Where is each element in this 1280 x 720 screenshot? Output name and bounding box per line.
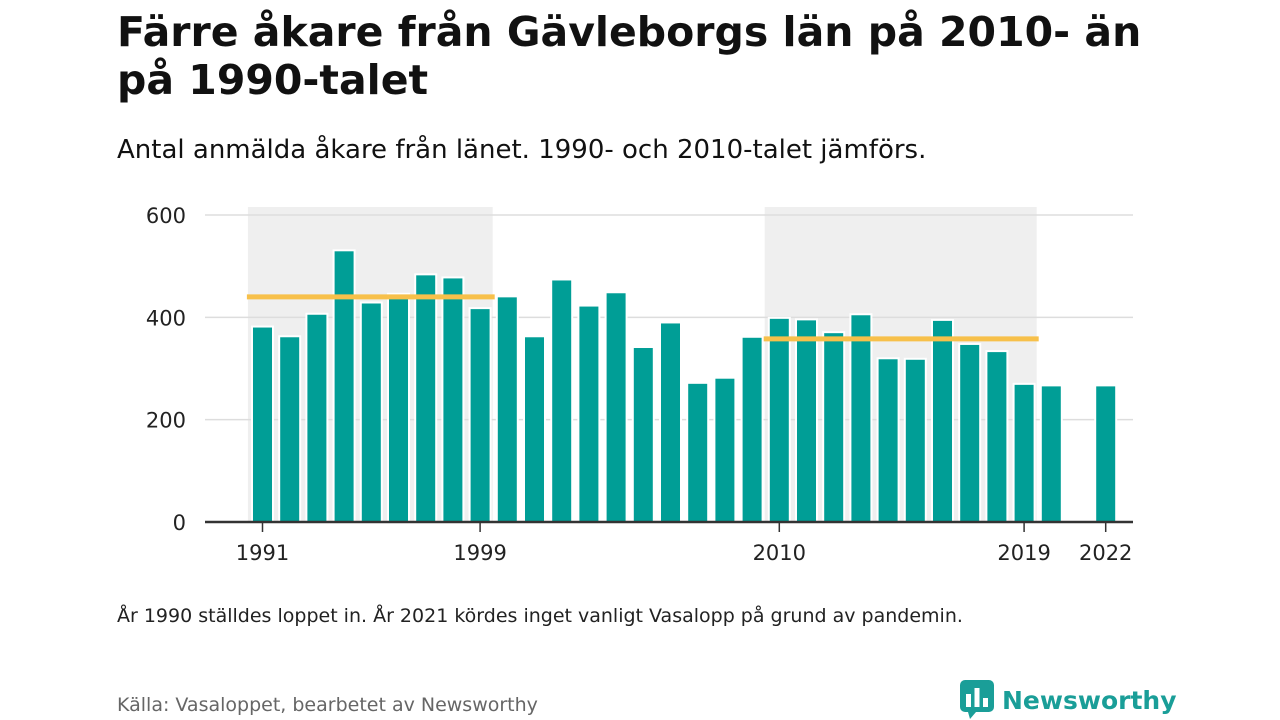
footnote: År 1990 ställdes loppet in. År 2021 körd…	[117, 605, 963, 627]
brand-name: Newsworthy	[1002, 685, 1177, 715]
bar-2007	[686, 381, 710, 523]
bar-chart: 0 200 400 600 1991 1999 2010 2019 2022	[146, 204, 1133, 565]
bar-2019	[1012, 382, 1036, 523]
bars	[251, 249, 1118, 524]
x-tick-label: 1991	[236, 541, 289, 565]
source-text: Källa: Vasaloppet, bearbetet av Newswort…	[117, 694, 538, 716]
bar-2002	[550, 278, 574, 523]
bar-1991	[251, 325, 274, 523]
bar-2004	[604, 291, 628, 523]
bar-2015	[903, 357, 927, 523]
average-lines	[246, 294, 1039, 342]
bar-2022	[1094, 384, 1118, 523]
x-tick-label: 2022	[1079, 541, 1132, 565]
bar-1992	[278, 335, 302, 523]
bar-2003	[577, 304, 601, 523]
chart-title: Färre åkare från Gävleborgs län på 2010-…	[117, 8, 1142, 104]
y-tick-label: 0	[173, 511, 186, 535]
bar-2012	[822, 331, 846, 523]
y-axis: 0 200 400 600	[146, 204, 186, 535]
bar-2014	[876, 357, 900, 523]
x-tick-label: 2010	[753, 541, 806, 565]
chart-subtitle: Antal anmälda åkare från länet. 1990- oc…	[117, 135, 927, 165]
bar-1996	[387, 292, 410, 524]
bar-2005	[631, 346, 655, 523]
bar-1995	[359, 301, 383, 524]
bar-2011	[795, 318, 818, 523]
bar-2006	[659, 321, 682, 523]
x-tick-label: 1999	[453, 541, 506, 565]
bar-1993	[305, 312, 329, 523]
bar-2001	[523, 335, 546, 523]
bar-2000	[495, 295, 519, 524]
bar-2020	[1039, 384, 1063, 523]
bar-1994	[332, 249, 356, 524]
newsworthy-logo-icon	[960, 680, 994, 719]
bar-1998	[441, 276, 465, 523]
bar-1997	[414, 273, 438, 523]
y-tick-label: 400	[146, 306, 186, 330]
bar-2017	[958, 342, 982, 523]
bar-2008	[713, 376, 737, 523]
bar-2016	[931, 318, 954, 523]
y-tick-label: 600	[146, 204, 186, 228]
y-tick-label: 200	[146, 409, 186, 433]
brand-logo[interactable]: Newsworthy	[960, 680, 1177, 720]
bar-2010	[767, 316, 791, 523]
bar-2013	[849, 313, 873, 523]
bar-2009	[740, 335, 764, 523]
x-axis: 1991 1999 2010 2019 2022	[205, 520, 1133, 565]
x-tick-label: 2019	[997, 541, 1050, 565]
bar-2018	[985, 350, 1009, 523]
bar-1999	[468, 307, 492, 523]
